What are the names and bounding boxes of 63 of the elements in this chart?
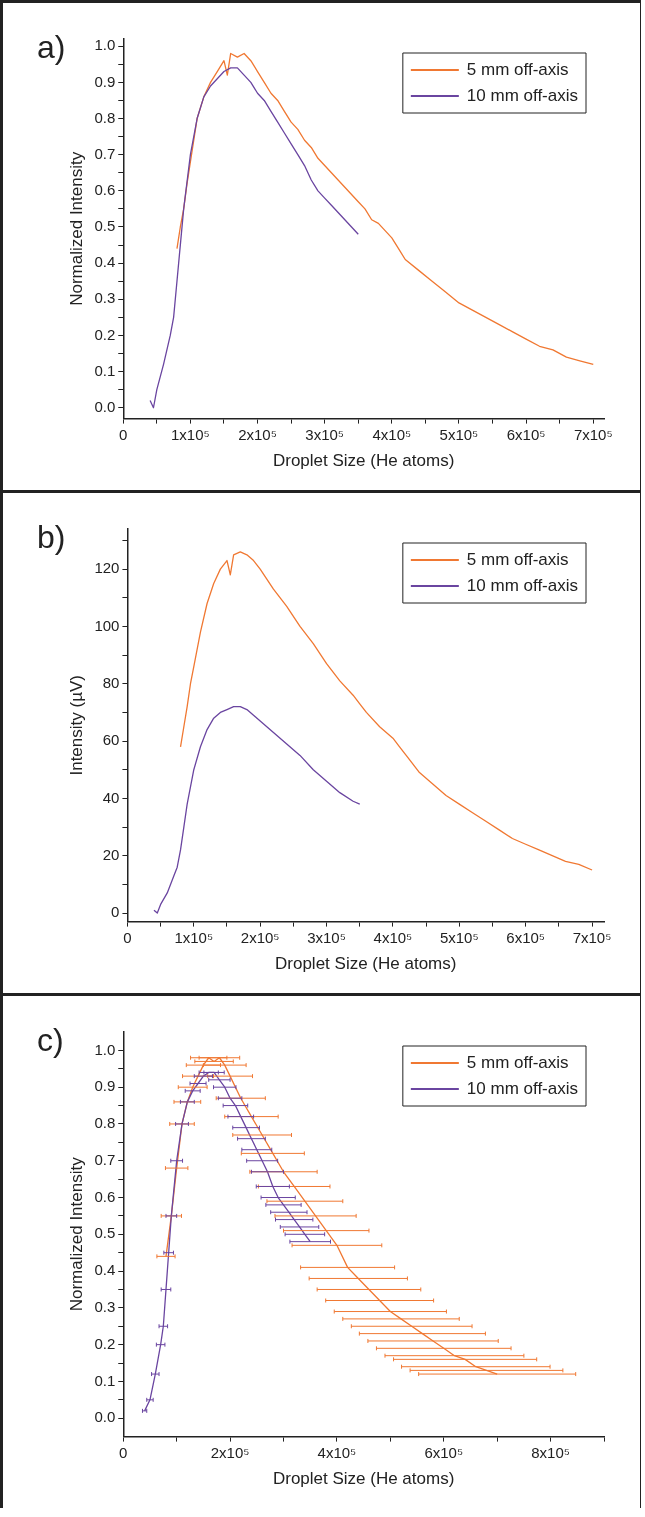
x-tick-label: 6x10⁵	[424, 1443, 464, 1461]
y-tick-label: 0.8	[94, 1114, 116, 1132]
x-tick-label: 3x10⁵	[305, 425, 345, 443]
legend-label: 10 mm off-axis	[466, 85, 579, 105]
y-tick-label: 0.0	[94, 397, 116, 415]
x-axis-title: Droplet Size (He atoms)	[275, 954, 457, 974]
legend-label: 5 mm off-axis	[466, 549, 569, 569]
chart-title: c)	[37, 1021, 64, 1058]
legend-label: 10 mm off-axis	[466, 1078, 579, 1098]
y-tick-label: 0.7	[94, 1150, 116, 1168]
x-tick-label: 0	[123, 928, 132, 946]
y-tick-label: 0.4	[94, 253, 116, 271]
legend-label: 10 mm off-axis	[466, 575, 579, 595]
y-tick-label: 0.2	[94, 325, 116, 343]
y-tick-label: 0.8	[94, 108, 116, 126]
y-tick-label: 0.6	[94, 180, 116, 198]
y-tick-label: 60	[102, 731, 120, 749]
x-tick-label: 5x10⁵	[439, 425, 479, 443]
x-tick-label: 8x10⁵	[531, 1443, 570, 1461]
legend-label: 5 mm off-axis	[466, 1052, 569, 1072]
x-tick-label: 2x10⁵	[210, 1443, 250, 1461]
chart-title: b)	[37, 518, 66, 555]
y-tick-label: 1.0	[94, 1040, 116, 1058]
y-tick-label: 0.0	[94, 1408, 116, 1426]
y-tick-label: 0.9	[94, 1077, 116, 1095]
x-tick-label: 1x10⁵	[174, 928, 214, 946]
x-tick-label: 1x10⁵	[171, 425, 210, 443]
y-tick-label: 0.1	[94, 1371, 116, 1389]
x-tick-label: 6x10⁵	[506, 928, 546, 946]
y-axis-title: Normalized Intensity	[66, 1156, 86, 1312]
x-tick-label: 4x10⁵	[372, 425, 412, 443]
x-tick-label: 4x10⁵	[373, 928, 413, 946]
y-tick-label: 0.7	[94, 144, 116, 162]
y-axis-title: Intensity (µV)	[66, 675, 86, 776]
y-tick-label: 0	[111, 903, 120, 921]
y-tick-label: 120	[94, 559, 120, 577]
x-tick-label: 7x10⁵	[572, 928, 612, 946]
y-tick-label: 0.2	[94, 1334, 116, 1352]
y-tick-label: 80	[102, 673, 120, 691]
x-tick-label: 2x10⁵	[240, 928, 280, 946]
y-tick-label: 20	[102, 845, 120, 863]
y-tick-label: 0.4	[94, 1261, 116, 1279]
y-tick-label: 0.3	[94, 1298, 116, 1315]
x-tick-label: 2x10⁵	[238, 425, 277, 443]
y-tick-label: 1.0	[94, 36, 116, 54]
y-tick-label: 0.3	[94, 289, 116, 307]
y-tick-label: 0.5	[94, 217, 116, 235]
y-tick-label: 40	[102, 788, 120, 806]
y-tick-label: 0.6	[94, 1187, 116, 1205]
legend-label: 5 mm off-axis	[466, 59, 569, 79]
y-tick-label: 0.9	[94, 72, 116, 90]
y-tick-label: 0.1	[94, 361, 116, 379]
x-tick-label: 4x10⁵	[317, 1443, 357, 1461]
x-axis-title: Droplet Size (He atoms)	[272, 1469, 455, 1489]
x-axis-title: Droplet Size (He atoms)	[272, 451, 455, 471]
x-tick-label: 3x10⁵	[307, 928, 346, 946]
y-axis-title: Normalized Intensity	[66, 151, 86, 306]
y-tick-label: 0.5	[94, 1224, 116, 1242]
x-tick-label: 5x10⁵	[439, 928, 479, 946]
y-tick-label: 100	[94, 616, 120, 634]
chart-title: a)	[37, 28, 66, 65]
x-tick-label: 6x10⁵	[506, 425, 546, 443]
x-tick-label: 7x10⁵	[573, 425, 613, 443]
